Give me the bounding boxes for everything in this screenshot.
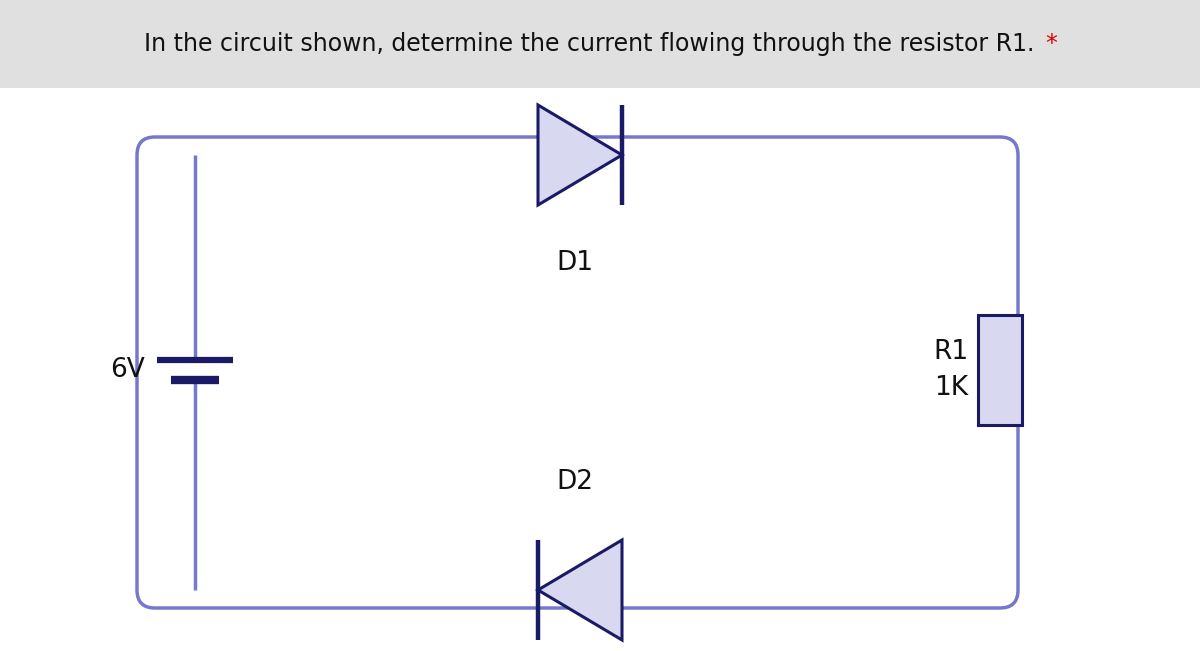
Polygon shape — [538, 105, 622, 205]
Bar — [0, 0, 1200, 88]
Text: In the circuit shown, determine the current flowing through the resistor R1.: In the circuit shown, determine the curr… — [144, 32, 1056, 56]
Text: D2: D2 — [557, 469, 594, 495]
Text: 6V: 6V — [110, 357, 145, 383]
Bar — [978, 315, 1022, 425]
Text: 1K: 1K — [934, 375, 968, 401]
Text: D1: D1 — [557, 250, 594, 276]
Text: *: * — [1045, 32, 1057, 56]
Text: R1: R1 — [932, 339, 968, 365]
Polygon shape — [538, 540, 622, 640]
